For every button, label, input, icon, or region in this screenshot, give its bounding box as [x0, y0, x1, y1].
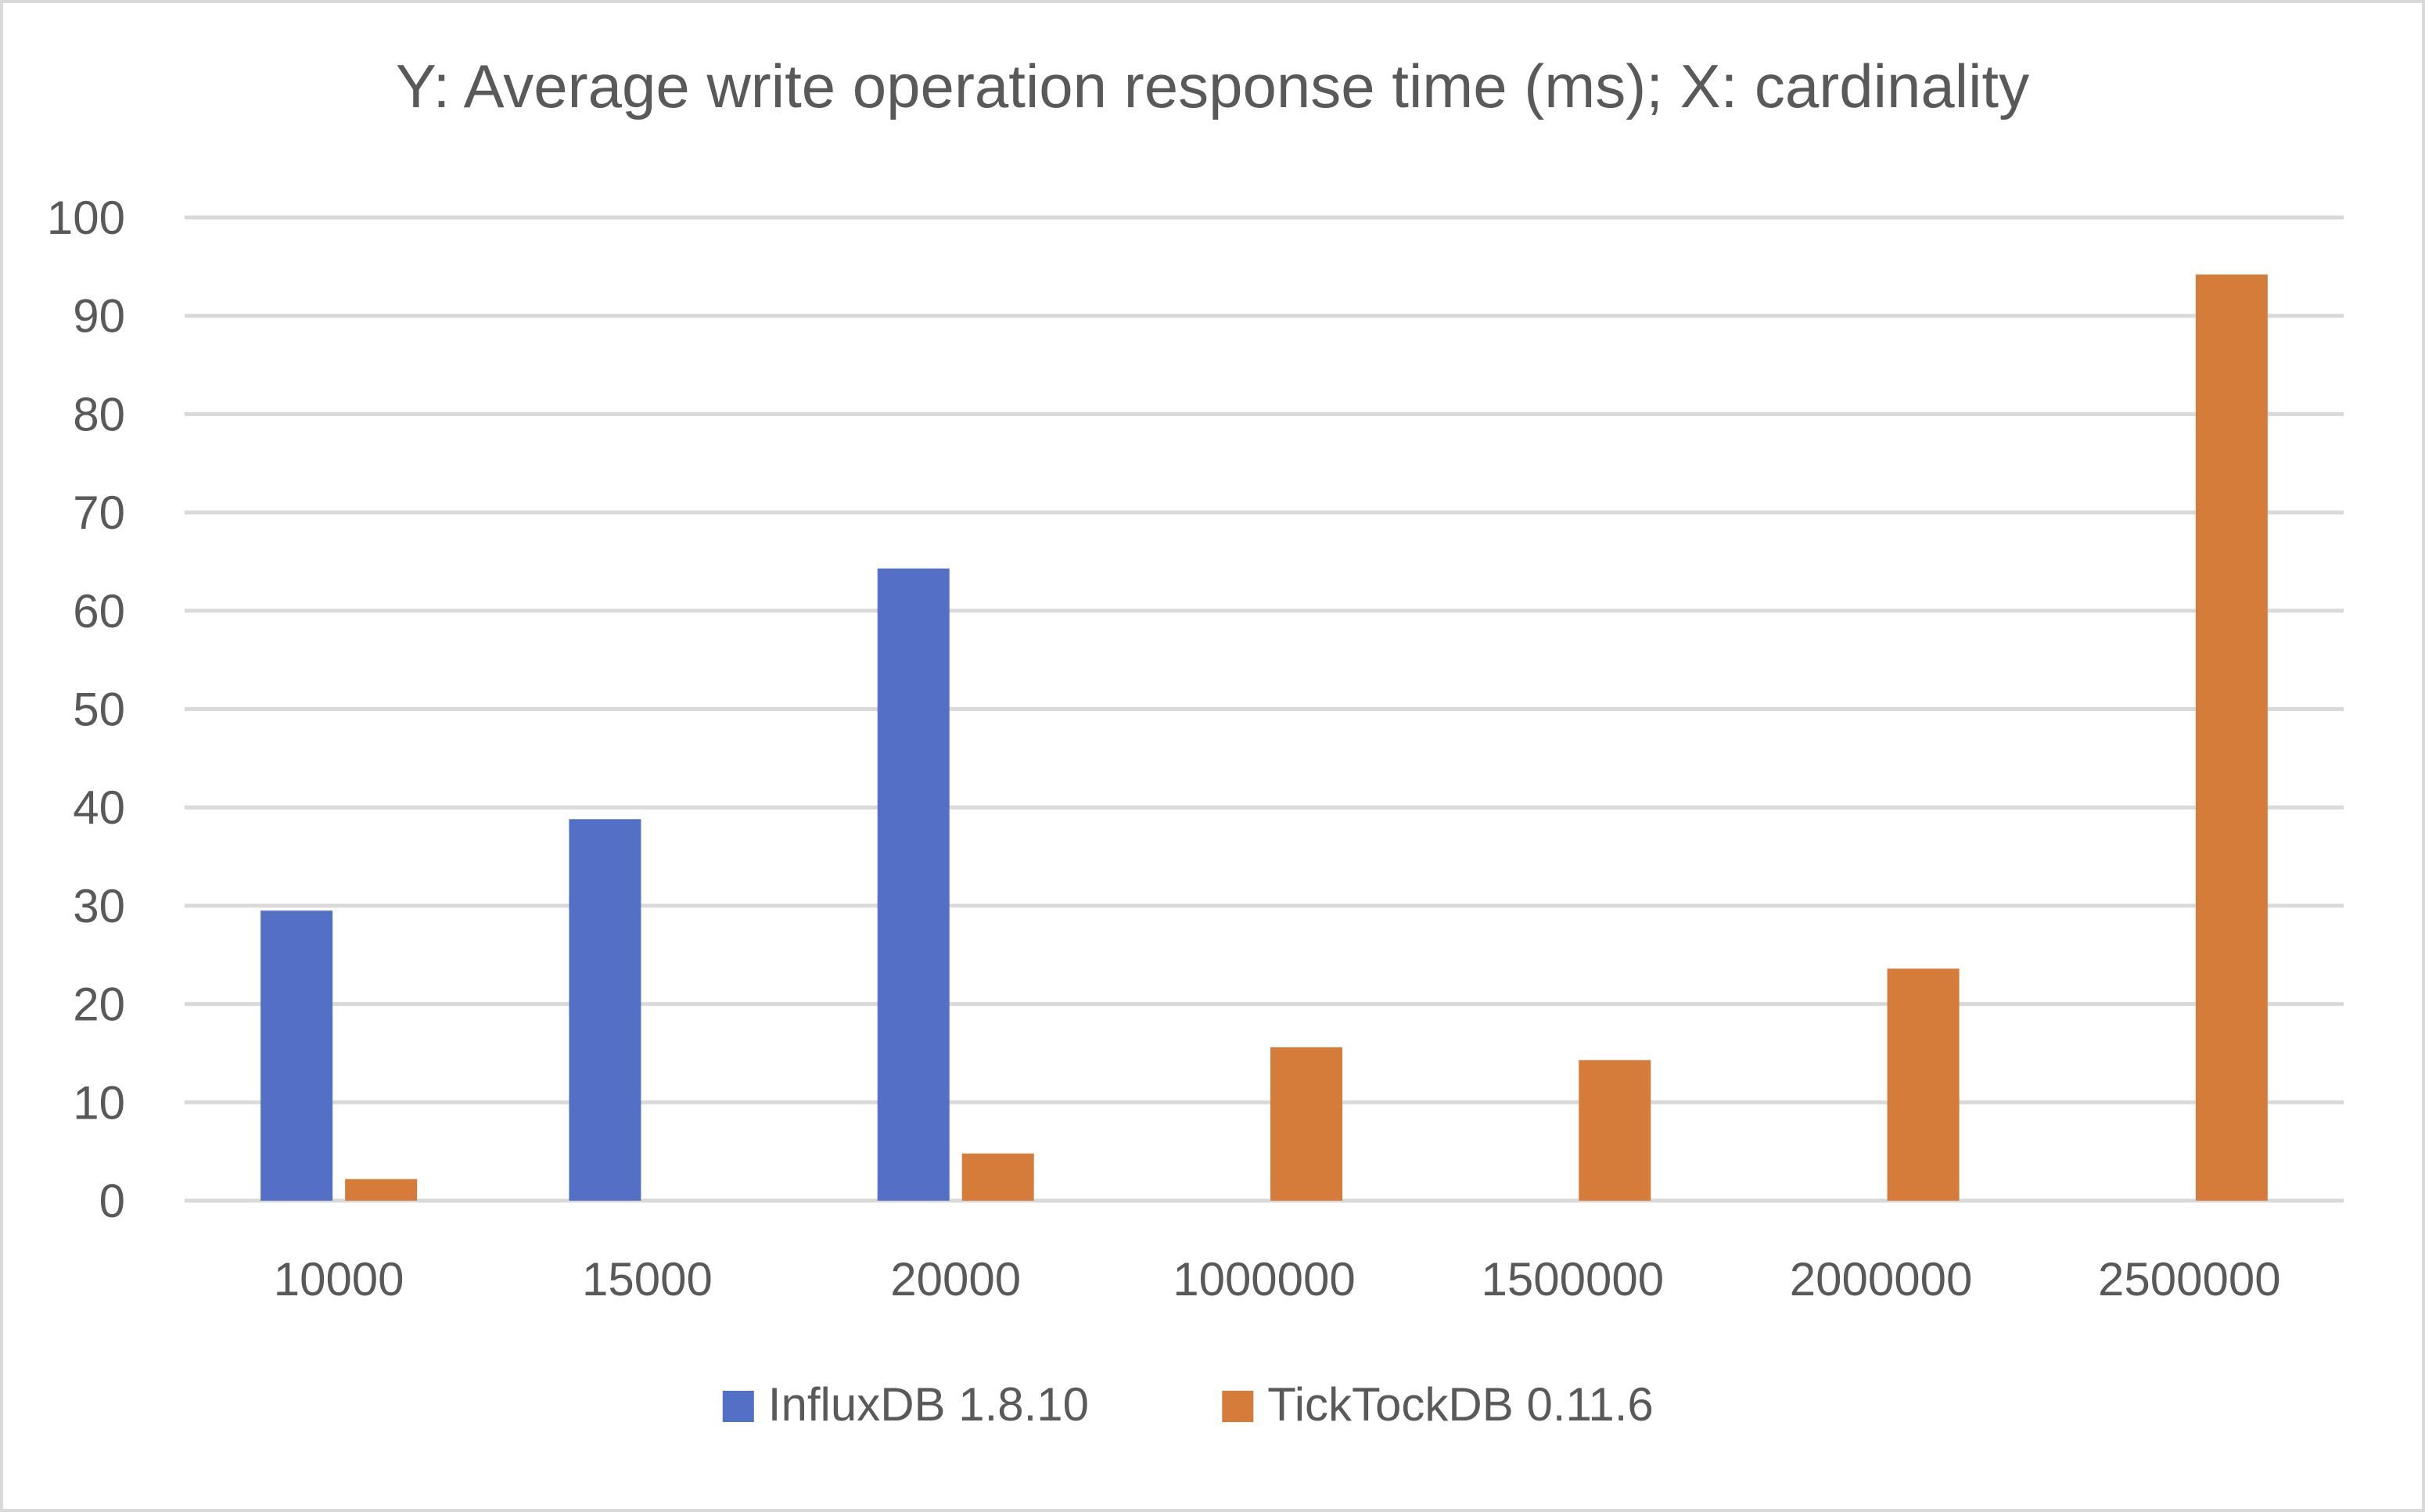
legend-swatch — [722, 1391, 754, 1422]
bar-series2-1500000 — [1579, 1060, 1651, 1201]
y-tick-label: 30 — [73, 880, 125, 932]
bar-series1-20000 — [877, 568, 950, 1201]
x-tick-label: 10000 — [274, 1253, 404, 1305]
y-tick-label: 50 — [73, 684, 125, 736]
bars — [260, 274, 2268, 1201]
x-tick-label: 2500000 — [2098, 1253, 2281, 1305]
y-tick-label: 0 — [99, 1175, 125, 1227]
gridlines — [185, 215, 2344, 1203]
y-tick-label: 40 — [73, 781, 125, 834]
y-tick-label: 20 — [73, 979, 125, 1031]
y-tick-label: 10 — [73, 1076, 125, 1129]
y-tick-label: 60 — [73, 585, 125, 637]
x-tick-label: 1000000 — [1173, 1253, 1356, 1305]
bar-series2-1000000 — [1270, 1047, 1342, 1201]
y-tick-label: 70 — [73, 487, 125, 539]
legend-label: InfluxDB 1.8.10 — [768, 1378, 1089, 1431]
bar-series2-20000 — [961, 1153, 1034, 1201]
bar-series1-15000 — [569, 819, 641, 1201]
legend-label: TickTockDB 0.11.6 — [1267, 1378, 1654, 1431]
y-tick-label: 80 — [73, 388, 125, 440]
x-tick-label: 2000000 — [1790, 1253, 1973, 1305]
x-axis-tick-labels: 10000 15000 20000 1000000 1500000 2000000 2500… — [274, 1253, 2281, 1305]
chart-title: Y: Average write operation response time… — [396, 52, 2029, 120]
x-tick-label: 15000 — [582, 1253, 713, 1305]
y-tick-label: 100 — [47, 192, 125, 244]
legend-swatch — [1222, 1391, 1254, 1422]
y-tick-label: 90 — [73, 290, 125, 343]
x-tick-label: 20000 — [890, 1253, 1021, 1305]
x-tick-label: 1500000 — [1481, 1253, 1664, 1305]
y-axis-tick-labels: 0 10 20 30 40 50 60 70 80 90 100 — [47, 192, 125, 1227]
bar-series2-10000 — [345, 1179, 418, 1201]
bar-series2-2000000 — [1887, 968, 1960, 1201]
bar-series2-2500000 — [2195, 274, 2268, 1201]
legend: InfluxDB 1.8.10 TickTockDB 0.11.6 — [722, 1378, 1654, 1431]
bar-series1-10000 — [260, 910, 333, 1201]
